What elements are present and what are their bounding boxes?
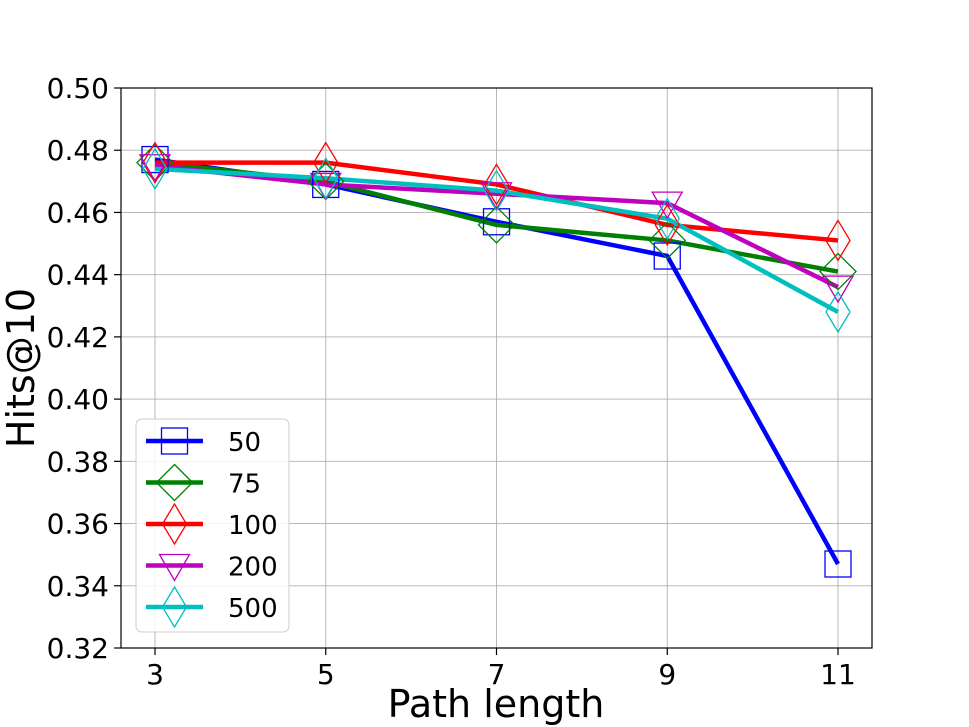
x-tick-label: 7 — [488, 658, 506, 691]
legend-label-50: 50 — [228, 428, 261, 458]
data-point-50 — [653, 242, 681, 270]
x-tick-label: 5 — [317, 658, 335, 691]
data-point-100 — [825, 219, 851, 262]
y-tick-label: 0.36 — [47, 508, 109, 541]
data-point-50 — [141, 145, 169, 174]
data-point-100 — [142, 141, 168, 184]
legend-marker-200 — [158, 553, 191, 582]
legend-marker-50 — [160, 427, 189, 455]
data-point-500 — [825, 290, 851, 334]
series-lines — [154, 157, 840, 566]
legend-label-100: 100 — [228, 511, 278, 541]
legend-label-500: 500 — [228, 594, 278, 624]
data-point-75 — [819, 252, 857, 291]
y-tick-label: 0.42 — [47, 321, 109, 354]
x-tick-label: 3 — [146, 658, 164, 691]
legend: 50 75 100 200 500 — [135, 418, 290, 633]
series-line-500 — [154, 166, 840, 314]
data-point-200 — [480, 182, 513, 211]
y-tick-label: 0.48 — [47, 134, 109, 167]
series-markers — [136, 141, 857, 578]
y-tick-label: 0.32 — [47, 632, 109, 665]
y-tick-label: 0.44 — [47, 259, 109, 292]
data-point-500 — [142, 147, 168, 191]
legend-marker-100 — [161, 502, 188, 546]
data-point-500 — [654, 197, 681, 240]
y-tick-label: 0.34 — [47, 570, 109, 603]
y-tick-label: 0.40 — [47, 383, 109, 416]
x-axis-ticks: 3 5 7 9 11 — [146, 648, 856, 691]
x-axis-label: Path length — [388, 682, 605, 726]
data-point-100 — [483, 163, 510, 206]
legend-marker-75 — [155, 463, 194, 502]
data-point-100 — [312, 141, 339, 184]
data-point-100 — [654, 203, 681, 247]
y-axis-label: Hits@10 — [0, 288, 43, 448]
data-point-200 — [138, 154, 172, 183]
data-point-50 — [824, 550, 852, 578]
data-point-500 — [483, 169, 510, 212]
y-axis-ticks: 0.32 0.34 0.36 0.38 0.40 0.42 0.44 0.46 0.48 0.50 — [47, 72, 121, 665]
legend-box — [135, 418, 290, 633]
data-point-75 — [648, 221, 687, 260]
data-point-75 — [477, 205, 516, 244]
y-tick-label: 0.38 — [47, 445, 109, 478]
x-tick-label: 9 — [658, 658, 676, 691]
legend-label-200: 200 — [228, 553, 278, 583]
data-point-500 — [312, 156, 339, 200]
series-line-200 — [154, 163, 839, 290]
x-tick-label: 11 — [820, 658, 856, 691]
data-point-200 — [651, 191, 684, 220]
y-tick-label: 0.46 — [47, 196, 109, 229]
data-point-200 — [821, 275, 855, 304]
legend-label-75: 75 — [228, 470, 261, 500]
y-tick-label: 0.50 — [47, 72, 109, 105]
legend-marker-500 — [161, 585, 188, 629]
